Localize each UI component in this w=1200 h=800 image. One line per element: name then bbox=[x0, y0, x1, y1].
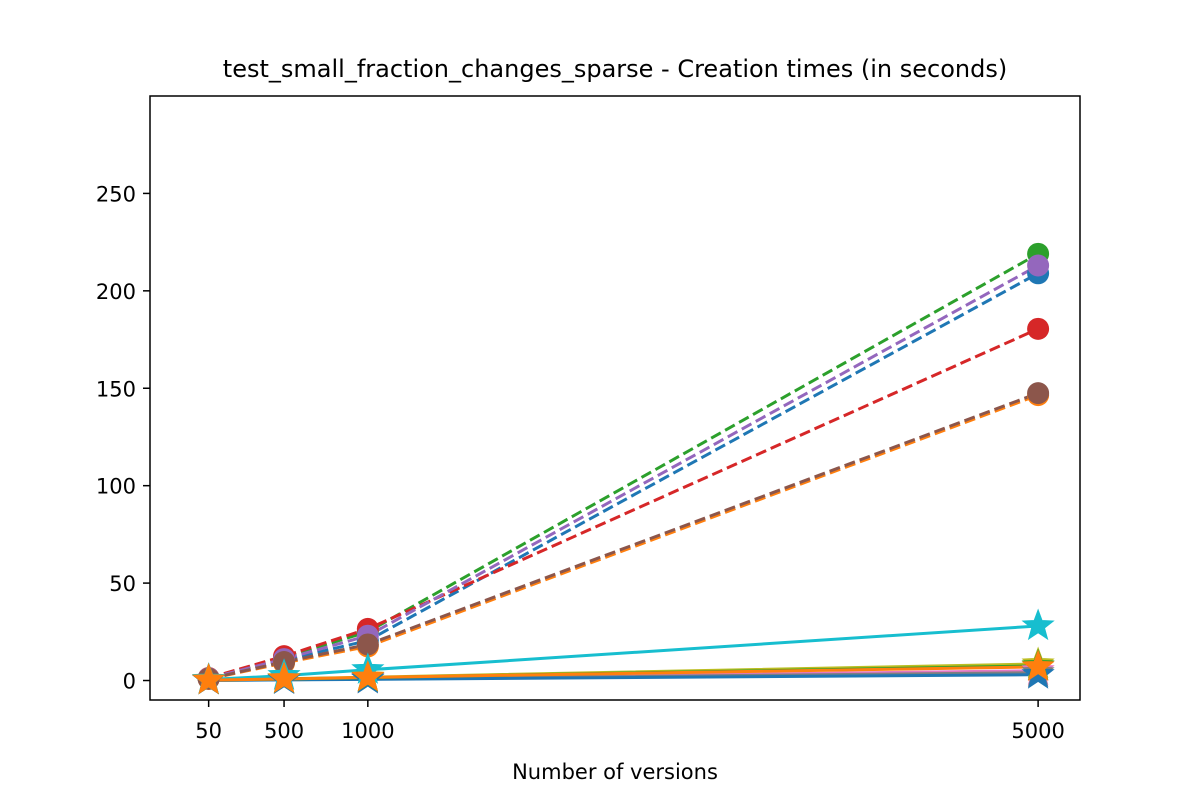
y-tick-label: 100 bbox=[96, 475, 136, 499]
data-point-solid-orange bbox=[192, 662, 226, 695]
data-point-dashed-brown bbox=[356, 633, 379, 656]
axis-ticks: 0 50 100 150 200 250 50 500 1000 5000 bbox=[96, 182, 1065, 743]
chart-title: test_small_fraction_changes_sparse - Cre… bbox=[223, 55, 1007, 83]
series-group bbox=[192, 242, 1055, 695]
y-tick-label: 200 bbox=[96, 280, 136, 304]
y-tick-label: 250 bbox=[96, 182, 136, 206]
data-point-dashed-purple bbox=[1027, 254, 1050, 277]
series-line-solid-cyan bbox=[208, 624, 1039, 682]
x-tick-label: 500 bbox=[264, 719, 304, 743]
series-line-solid-orange bbox=[208, 665, 1039, 682]
x-axis-label: Number of versions bbox=[512, 760, 718, 784]
y-tick-label: 150 bbox=[96, 377, 136, 401]
plot-frame bbox=[149, 95, 1081, 701]
x-tick-label: 50 bbox=[195, 719, 222, 743]
y-tick-label: 0 bbox=[123, 670, 136, 694]
series-line-dashed-brown bbox=[208, 391, 1039, 681]
data-point-solid-orange bbox=[267, 661, 301, 694]
x-tick-label: 1000 bbox=[341, 719, 394, 743]
y-tick-label: 50 bbox=[109, 572, 136, 596]
series-line-dashed-red bbox=[208, 327, 1039, 680]
data-point-dashed-brown bbox=[1027, 382, 1050, 405]
x-tick-label: 5000 bbox=[1011, 719, 1064, 743]
data-point-dashed-red bbox=[1027, 317, 1050, 340]
data-point-solid-orange bbox=[351, 659, 385, 692]
data-point-solid-orange bbox=[1021, 649, 1055, 681]
series-line-dashed-purple bbox=[208, 264, 1039, 680]
plot-area bbox=[192, 242, 1055, 695]
data-point-solid-cyan bbox=[1021, 608, 1055, 641]
